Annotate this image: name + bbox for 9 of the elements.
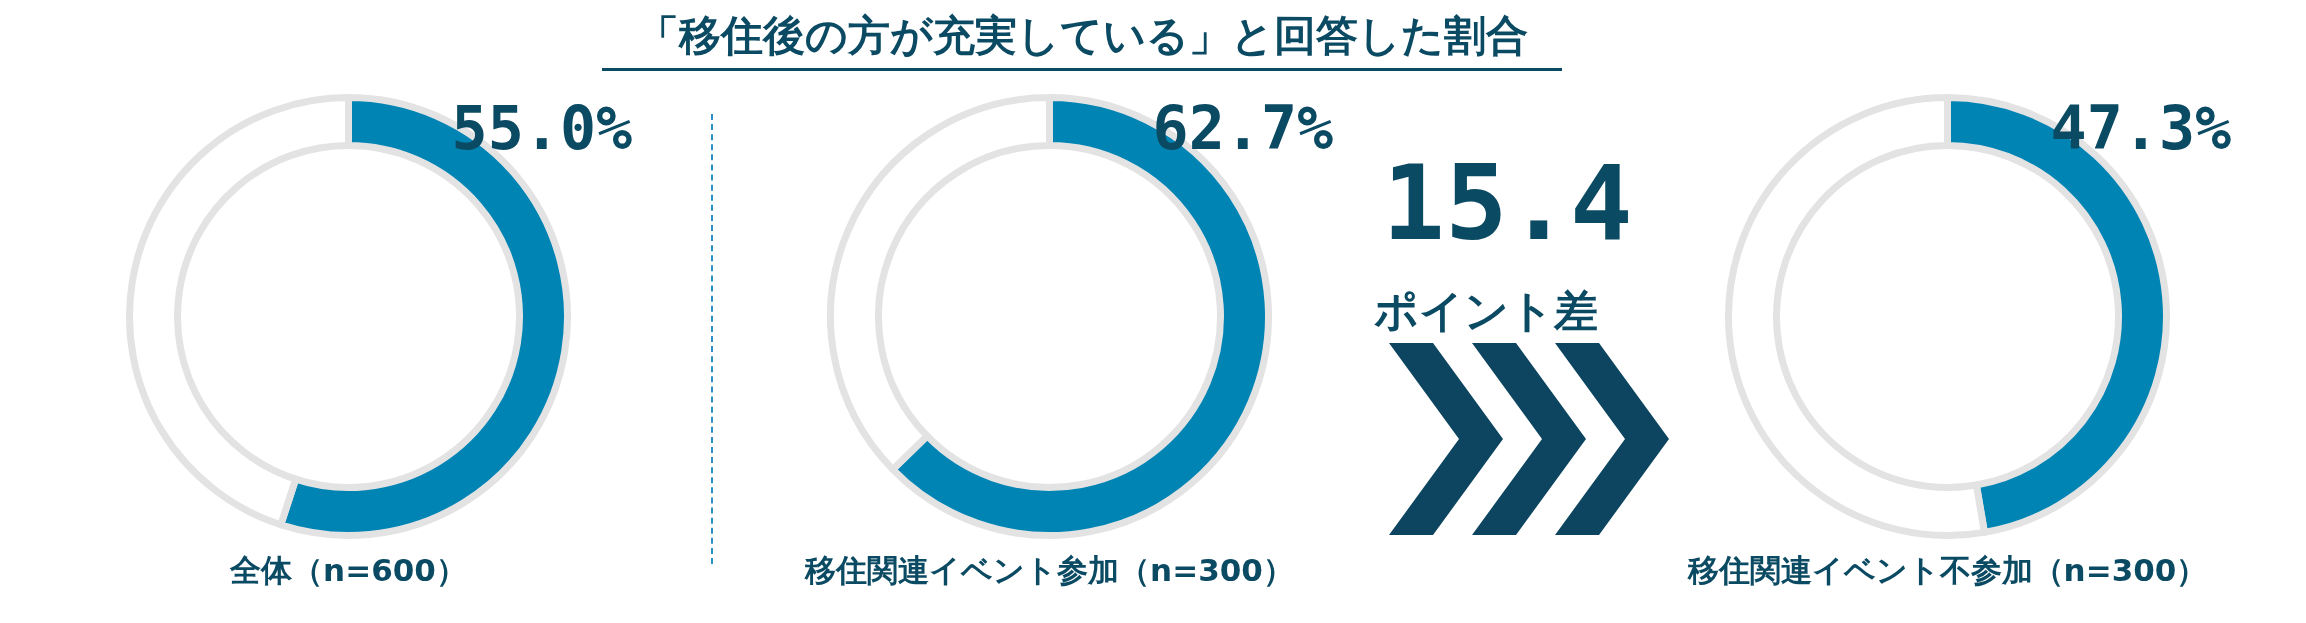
text: ポイント差 [1373,285,1598,336]
text: 15.4 [1382,141,1633,264]
text: 「移住後の方が充実している」と回答した割合 [636,10,1528,62]
data-label: 47.3% [2050,92,2232,163]
data-label: 55.0% [451,92,633,163]
text: 移住関連イベント参加（n=300） [804,551,1294,588]
text: 全体（n=600） [229,551,467,588]
data-label: 62.7% [1152,92,1334,163]
text: 移住関連イベント不参加（n=300） [1686,551,2208,588]
